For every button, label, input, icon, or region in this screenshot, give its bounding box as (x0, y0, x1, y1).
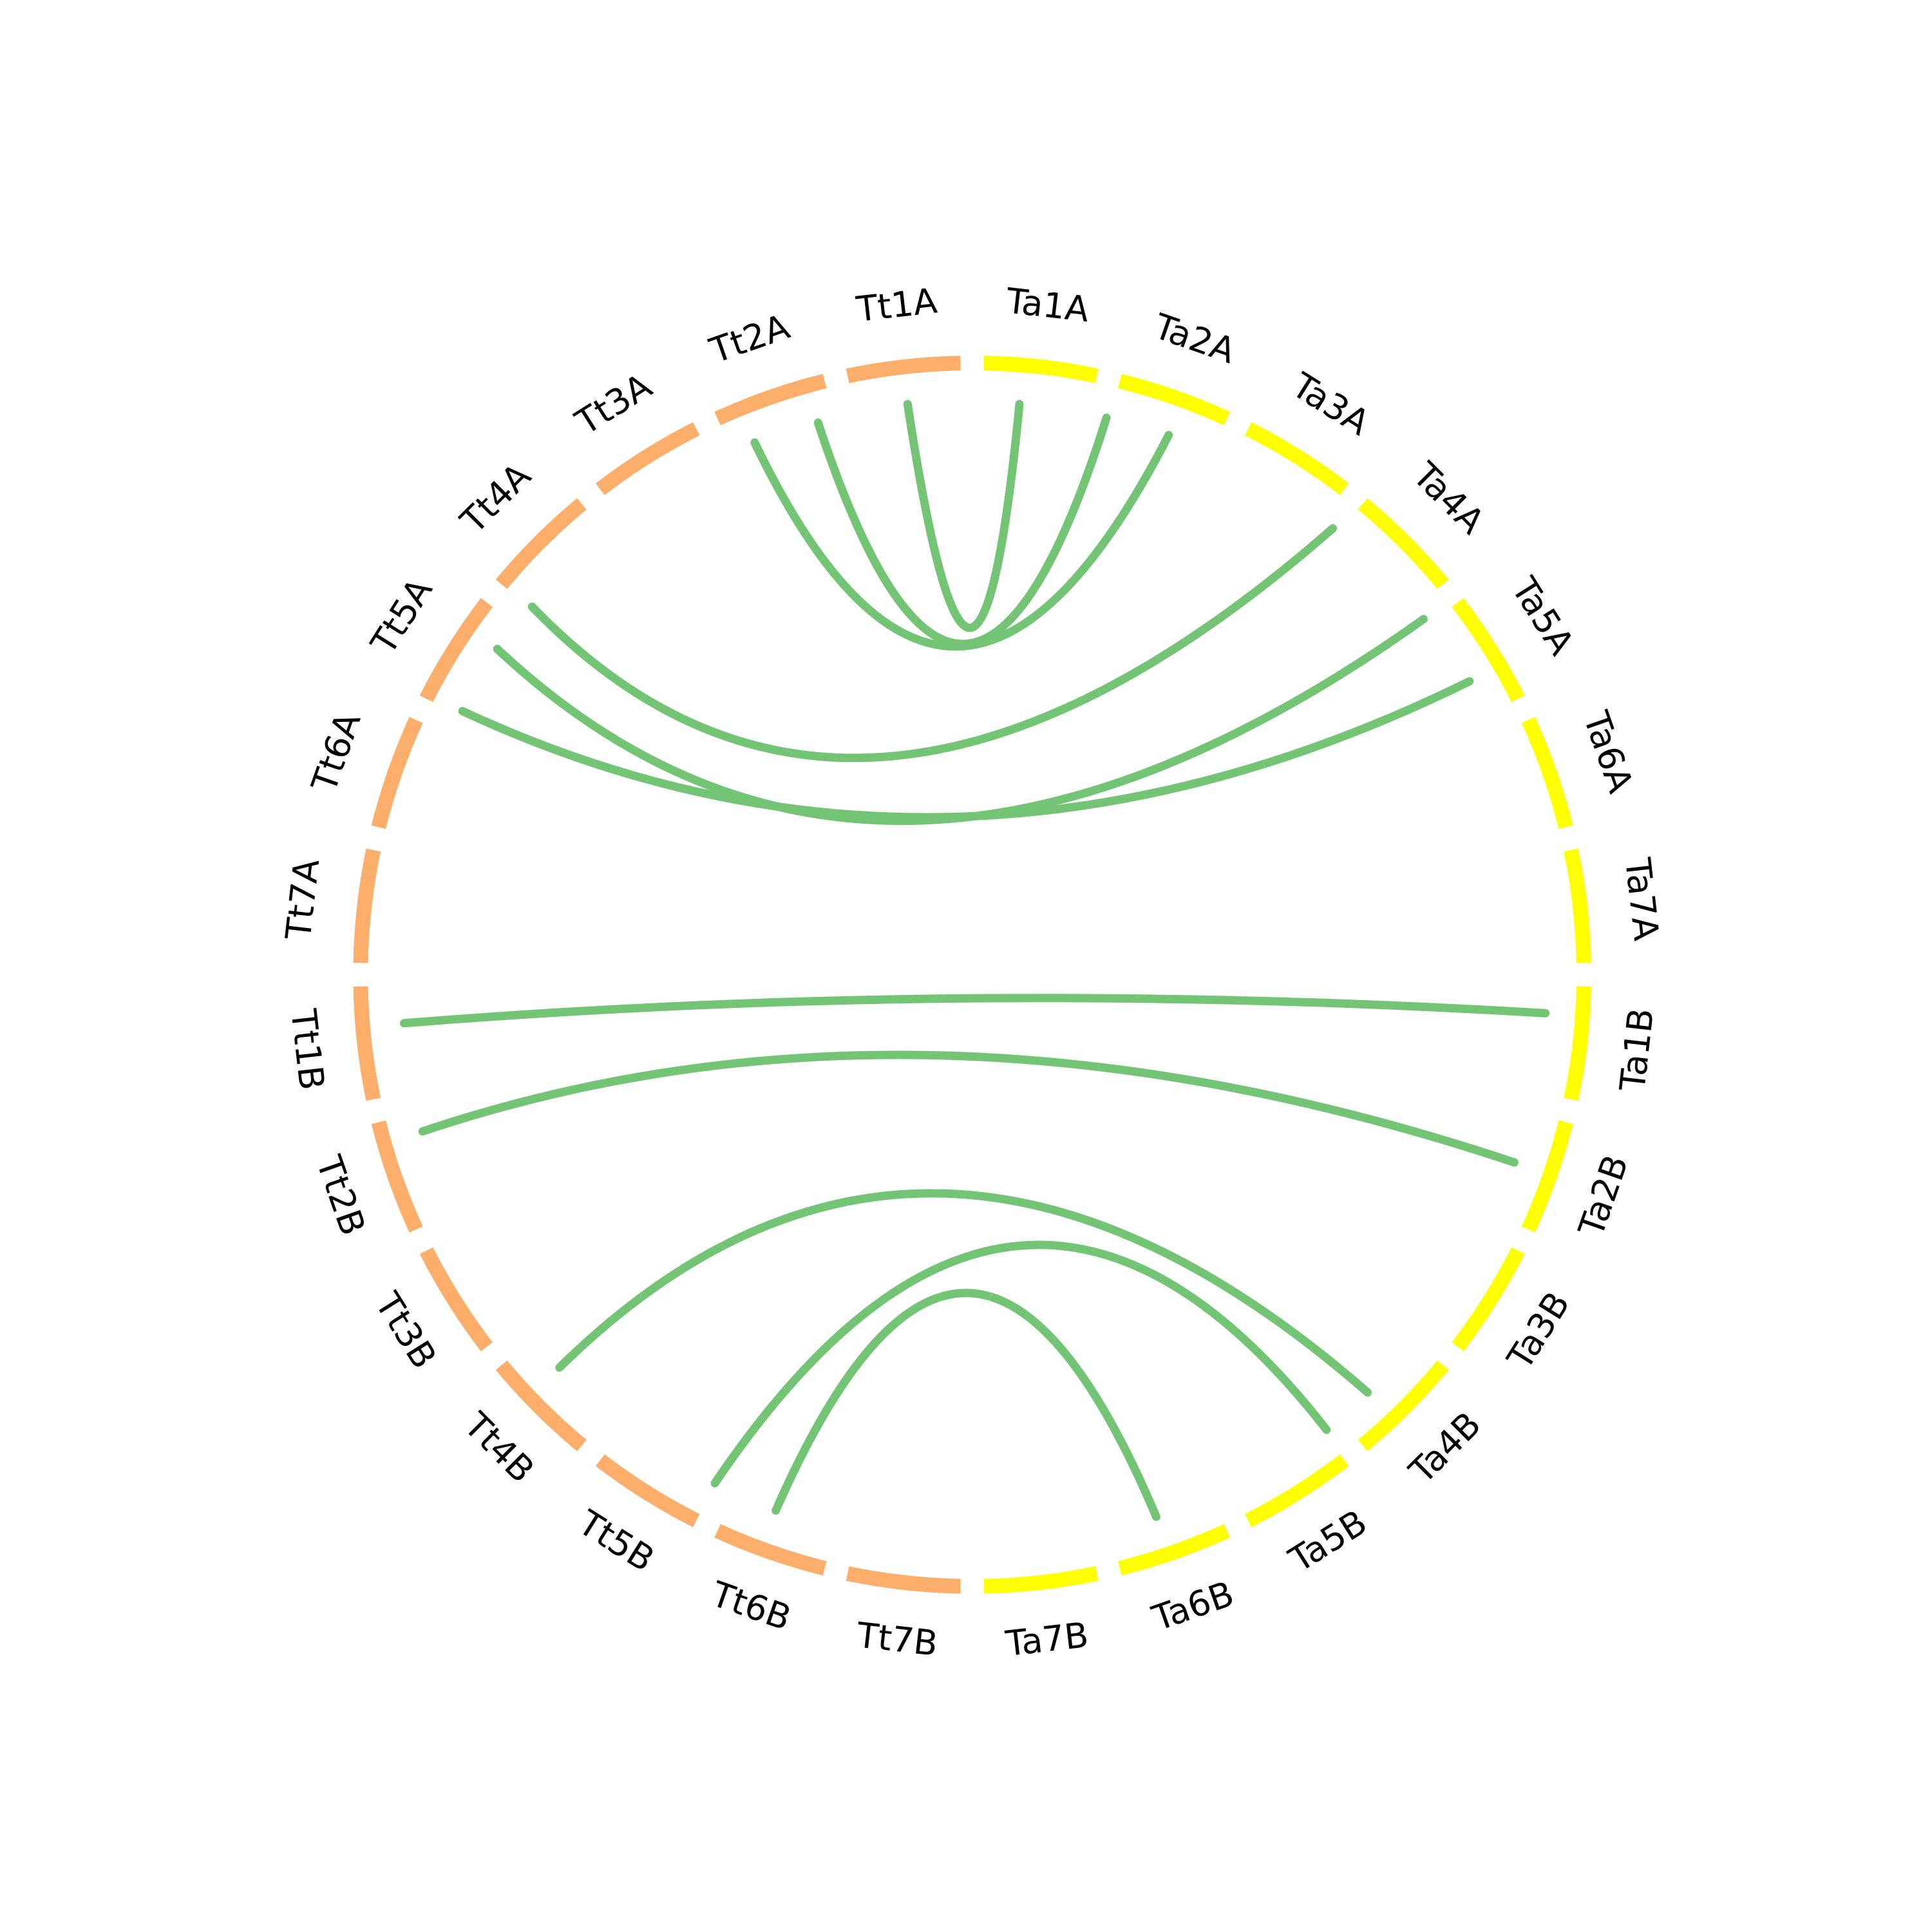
node-label: Tt2A (705, 306, 795, 371)
segment (1244, 1454, 1349, 1528)
node-label: Tt3A (568, 365, 659, 443)
segment (495, 498, 587, 589)
segment (846, 355, 961, 383)
segment (1244, 422, 1349, 495)
node-label: Ta6B (1147, 1573, 1239, 1639)
node-label: Ta2B (1571, 1150, 1636, 1242)
link (750, 431, 1173, 651)
node-label: Ta3A (1284, 365, 1376, 443)
segment (371, 717, 423, 829)
segment (595, 1454, 700, 1528)
node-label: Ta7B (1003, 1615, 1091, 1664)
segments (353, 355, 1591, 1594)
node-label: Tt6B (706, 1573, 796, 1638)
segment (495, 1360, 587, 1452)
node-label: Ta1B (1612, 1006, 1662, 1094)
segment (419, 1247, 493, 1352)
segment (983, 355, 1099, 383)
node-label: Ta6A (1575, 706, 1641, 798)
segment (1358, 1360, 1449, 1452)
node-label: Tt5A (363, 571, 440, 662)
link (527, 524, 1337, 762)
node-label: Tt4A (452, 455, 538, 542)
segment (1564, 986, 1591, 1101)
link (399, 994, 1550, 1028)
node-label: Tt6A (303, 707, 368, 797)
segment (1521, 1120, 1573, 1233)
segment (595, 422, 700, 495)
node-label: Tt7B (854, 1615, 940, 1664)
segment (1521, 717, 1573, 829)
node-label: Ta4B (1401, 1404, 1489, 1492)
link (772, 1289, 1160, 1521)
link (458, 677, 1474, 822)
segment (1452, 1247, 1525, 1352)
link (418, 1050, 1519, 1167)
segment (714, 1524, 827, 1576)
node-label: Tt1B (283, 1007, 332, 1092)
segment (1117, 1524, 1231, 1576)
node-label: Ta3B (1499, 1285, 1578, 1377)
link (903, 399, 1024, 632)
segment (353, 848, 381, 963)
segment (1452, 598, 1525, 703)
node-label: Tt7A (278, 857, 327, 942)
node-label: Tt3B (367, 1285, 445, 1376)
node-label: Ta5A (1503, 570, 1582, 662)
segment (353, 986, 381, 1101)
link (813, 413, 1111, 649)
segment (1117, 374, 1231, 426)
node-label: Ta1A (1003, 280, 1091, 330)
segment (983, 1566, 1099, 1594)
node-label: Ta7A (1617, 855, 1667, 943)
node-label: Ta5B (1282, 1502, 1374, 1580)
node-label: Tt5B (571, 1502, 661, 1580)
node-label: Ta4A (1405, 454, 1492, 542)
node-label: Tt1A (854, 280, 940, 330)
node-label: Ta2A (1148, 306, 1240, 372)
segment (371, 1120, 423, 1233)
segment (1564, 848, 1591, 963)
segment (846, 1566, 961, 1594)
node-label: Tt2B (308, 1150, 374, 1240)
node-label: Tt4B (456, 1405, 542, 1491)
link (555, 1189, 1372, 1397)
segment (714, 374, 827, 426)
links (399, 399, 1550, 1521)
segment (1358, 498, 1449, 589)
link (710, 1240, 1331, 1488)
segment (419, 598, 493, 703)
